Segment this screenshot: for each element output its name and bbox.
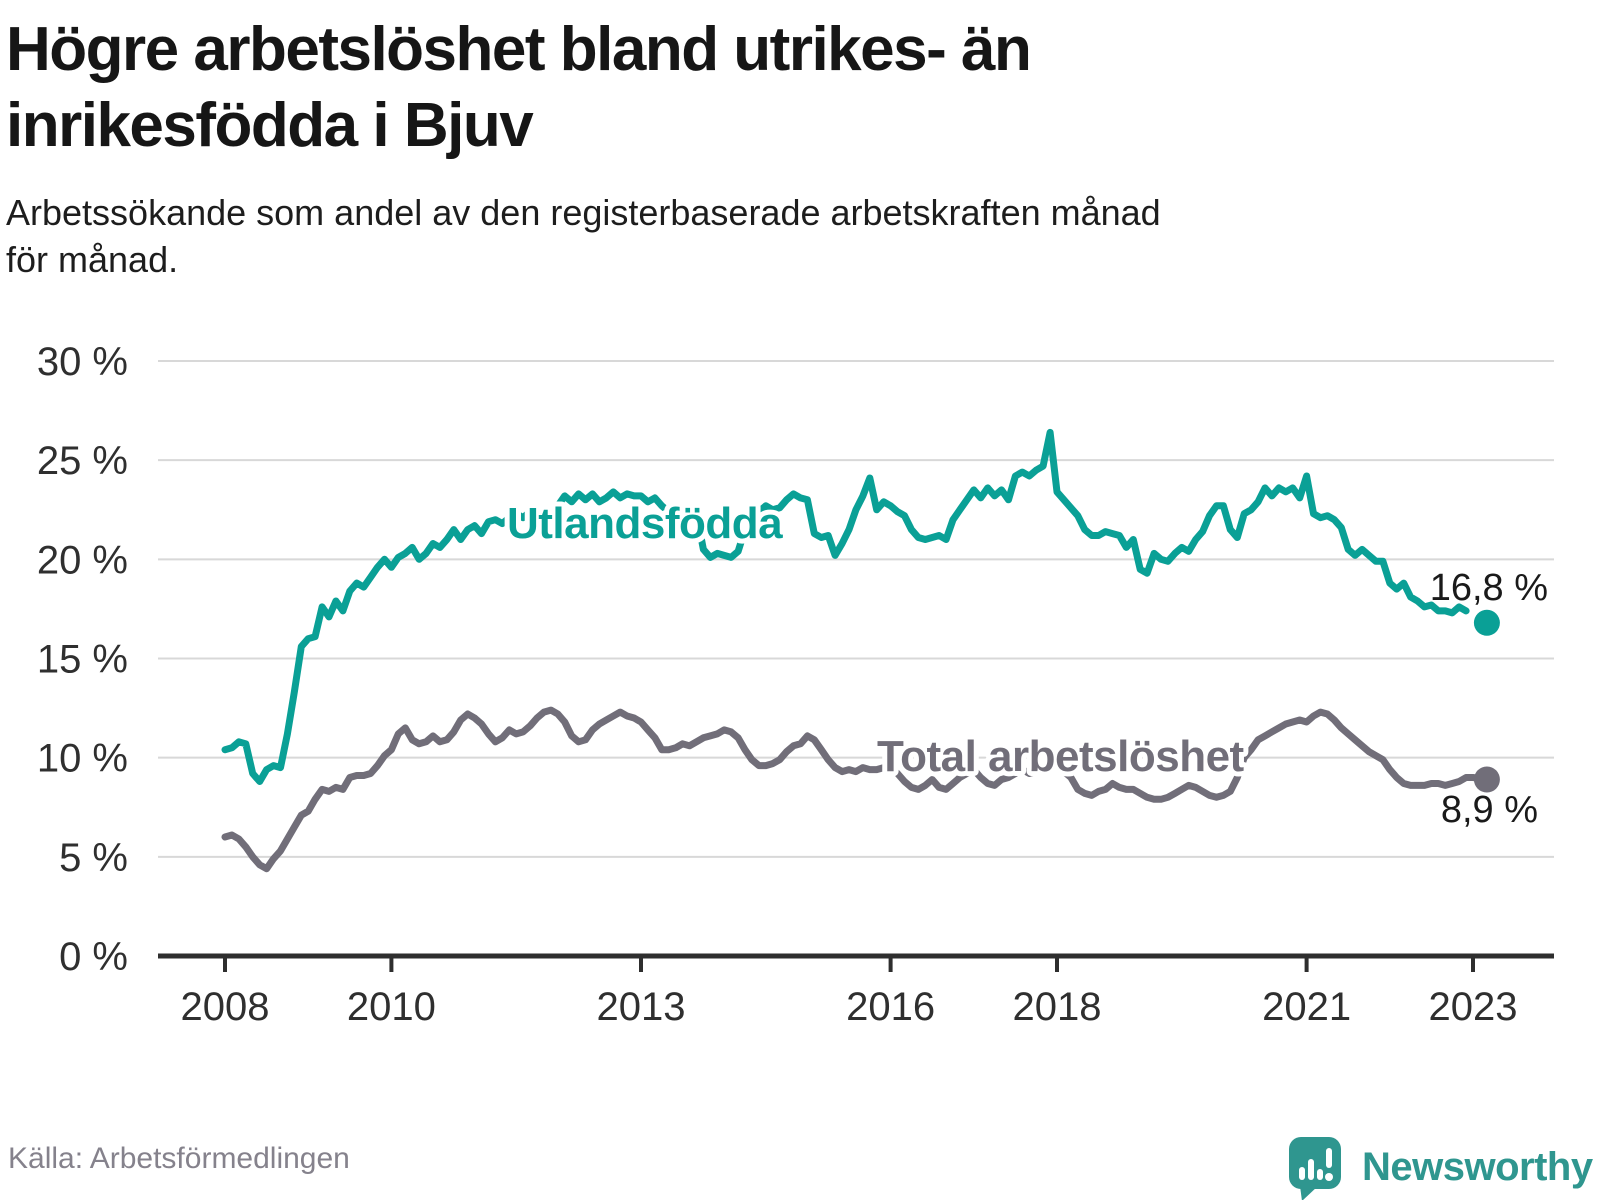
y-tick-label-10: 10 %	[37, 737, 128, 781]
source-note: Källa: Arbetsförmedlingen	[8, 1142, 350, 1175]
y-tick-label-5: 5 %	[59, 836, 128, 880]
series-line-total-arbetsloshet	[221, 706, 1484, 873]
latest-value-dots	[1473, 609, 1500, 793]
subtitle-line-1: Arbetssökande som andel av den registerb…	[6, 192, 1161, 233]
x-tick-label-2016: 2016	[846, 985, 935, 1029]
gridlines	[158, 360, 1554, 858]
x-tick-label-2010: 2010	[347, 985, 436, 1029]
latest-dot-utlandsfodda	[1473, 609, 1500, 636]
title-line-1: Högre arbetslöshet bland utrikes- än	[6, 15, 1032, 84]
page-subtitle: Arbetssökande som andel av den registerb…	[6, 190, 1566, 284]
page-title: Högre arbetslöshet bland utrikes- än inr…	[6, 12, 1566, 163]
x-tick-label-2013: 2013	[597, 985, 686, 1029]
latest-dot-total-arbetsloshet	[1473, 766, 1500, 793]
y-tick-label-30: 30 %	[37, 340, 128, 384]
y-tick-label-20: 20 %	[37, 538, 128, 582]
newsworthy-brand: Newsworthy	[1288, 1136, 1593, 1200]
series-lines	[221, 428, 1484, 873]
series-label-utlandsfodda: Utlandsfödda	[507, 499, 783, 548]
series-line-utlandsfodda	[221, 428, 1470, 785]
x-axis-labels: 2008 2010 2013 2016 2018 2021 2023	[181, 985, 1518, 1029]
latest-value-label-utlandsfodda: 16,8 %	[1430, 567, 1548, 609]
y-axis-labels: 0 % 5 % 10 % 15 % 20 % 25 % 30 %	[37, 340, 128, 979]
title-line-2: inrikesfödda i Bjuv	[6, 90, 534, 160]
x-tick-label-2023: 2023	[1429, 985, 1518, 1029]
x-axis	[158, 953, 1554, 972]
latest-value-label-total: 8,9 %	[1441, 789, 1538, 831]
y-tick-label-15: 15 %	[37, 638, 128, 682]
newsworthy-brand-name: Newsworthy	[1362, 1145, 1593, 1189]
x-tick-label-2008: 2008	[181, 985, 270, 1029]
newsworthy-logo-icon	[1289, 1137, 1341, 1200]
series-label-total-arbetsloshet: Total arbetslöshet	[877, 732, 1245, 781]
y-tick-label-0: 0 %	[59, 935, 128, 979]
x-tick-label-2021: 2021	[1262, 985, 1351, 1029]
x-tick-label-2018: 2018	[1013, 985, 1102, 1029]
subtitle-line-2: för månad.	[6, 238, 179, 280]
y-tick-label-25: 25 %	[37, 439, 128, 483]
